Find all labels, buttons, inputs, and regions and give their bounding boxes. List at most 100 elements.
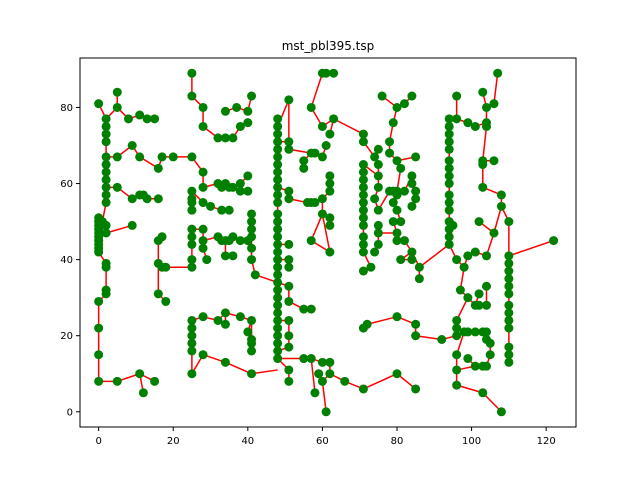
- city-point: [306, 102, 316, 112]
- city-point: [310, 198, 320, 208]
- city-point: [314, 369, 324, 379]
- x-tick-label: 100: [462, 436, 481, 447]
- city-point: [273, 270, 283, 280]
- city-point: [101, 182, 111, 192]
- city-point: [247, 315, 257, 325]
- city-point: [392, 369, 402, 379]
- city-point: [101, 228, 111, 238]
- city-point: [459, 262, 469, 272]
- city-point: [213, 133, 223, 143]
- city-point: [358, 247, 368, 257]
- city-point: [325, 171, 335, 181]
- city-point: [306, 354, 316, 364]
- city-point: [187, 205, 197, 215]
- city-point: [306, 304, 316, 314]
- city-point: [135, 152, 145, 162]
- city-point: [358, 198, 368, 208]
- city-point: [358, 160, 368, 170]
- city-point: [310, 388, 320, 398]
- city-point: [101, 152, 111, 162]
- city-point: [153, 163, 163, 173]
- city-point: [187, 346, 197, 356]
- city-point: [187, 198, 197, 208]
- city-point: [243, 186, 253, 196]
- x-tick-label: 0: [95, 436, 101, 447]
- city-point: [392, 205, 402, 215]
- city-point: [273, 315, 283, 325]
- city-point: [370, 247, 380, 257]
- city-point: [321, 140, 331, 150]
- city-point: [187, 315, 197, 325]
- city-point: [358, 167, 368, 177]
- city-point: [273, 277, 283, 287]
- city-point: [504, 217, 514, 227]
- city-point: [299, 163, 309, 173]
- city-point: [284, 296, 294, 306]
- city-point: [142, 194, 152, 204]
- city-point: [444, 179, 454, 189]
- city-point: [329, 68, 339, 78]
- city-point: [273, 331, 283, 341]
- city-point: [220, 106, 230, 116]
- city-point: [220, 308, 230, 318]
- city-point: [358, 220, 368, 230]
- city-point: [474, 289, 484, 299]
- city-point: [247, 255, 257, 265]
- city-point: [411, 331, 421, 341]
- city-point: [243, 118, 253, 128]
- city-point: [198, 312, 208, 322]
- city-point: [504, 266, 514, 276]
- city-point: [411, 319, 421, 329]
- city-point: [273, 190, 283, 200]
- city-point: [94, 323, 104, 333]
- city-point: [504, 350, 514, 360]
- city-point: [414, 274, 424, 284]
- city-point: [358, 239, 368, 249]
- city-point: [284, 95, 294, 105]
- city-point: [452, 323, 462, 333]
- city-point: [463, 118, 473, 128]
- city-point: [504, 281, 514, 291]
- city-point: [444, 114, 454, 124]
- city-point: [247, 217, 257, 227]
- city-point: [444, 198, 454, 208]
- city-point: [247, 224, 257, 234]
- city-point: [388, 198, 398, 208]
- mst-edge: [493, 73, 499, 104]
- y-tick-label: 40: [60, 255, 73, 266]
- x-axis: 0 20 40 60 80 100 120: [95, 427, 556, 447]
- city-point: [112, 102, 122, 112]
- city-point: [396, 255, 406, 265]
- city-point: [317, 209, 327, 219]
- city-point: [411, 384, 421, 394]
- city-point: [243, 106, 253, 116]
- city-point: [273, 198, 283, 208]
- city-point: [444, 137, 454, 147]
- city-point: [220, 357, 230, 367]
- city-point: [358, 323, 368, 333]
- city-point: [273, 137, 283, 147]
- city-point: [273, 152, 283, 162]
- city-point: [481, 102, 491, 112]
- city-point: [444, 205, 454, 215]
- city-point: [284, 262, 294, 272]
- city-point: [198, 167, 208, 177]
- city-point: [247, 91, 257, 101]
- mst-edge: [456, 384, 483, 394]
- city-point: [273, 232, 283, 242]
- city-point: [452, 91, 462, 101]
- y-tick-label: 20: [60, 331, 73, 342]
- city-point: [385, 137, 395, 147]
- city-point: [358, 232, 368, 242]
- city-point: [481, 300, 491, 310]
- city-point: [235, 312, 245, 322]
- city-point: [202, 255, 212, 265]
- city-point: [452, 255, 462, 265]
- city-point: [411, 194, 421, 204]
- city-point: [198, 182, 208, 192]
- city-point: [485, 338, 495, 348]
- city-point: [150, 114, 160, 124]
- city-point: [504, 357, 514, 367]
- city-point: [496, 190, 506, 200]
- city-point: [463, 354, 473, 364]
